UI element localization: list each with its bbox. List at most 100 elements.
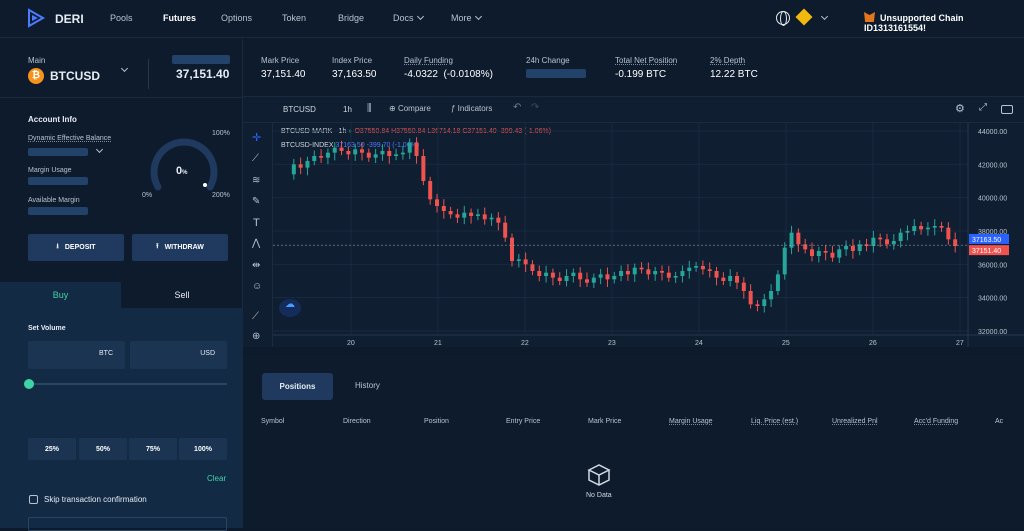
withdraw-label: WITHDRAW xyxy=(164,244,204,251)
candle-body xyxy=(891,241,896,245)
candle-body xyxy=(673,276,678,278)
candle-body xyxy=(789,232,794,248)
chevron-down-icon[interactable] xyxy=(95,145,104,154)
nav-futures[interactable]: Futures xyxy=(163,13,197,23)
nav-bridge[interactable]: Bridge xyxy=(338,13,365,23)
compare-button[interactable]: ⊕ Compare xyxy=(389,104,431,113)
gauge-value: 0% xyxy=(176,165,187,177)
candle-body xyxy=(939,226,944,228)
candle-body xyxy=(394,154,399,156)
candle-body xyxy=(687,267,692,271)
redo-icon[interactable]: ↷ xyxy=(531,102,540,113)
submit-button[interactable] xyxy=(28,517,227,531)
withdraw-button[interactable]: ⭱ WITHDRAW xyxy=(132,234,228,261)
stat-value: -4.0322 (-0.0108%) xyxy=(404,69,493,80)
measure-icon[interactable]: ⟋ xyxy=(252,311,259,322)
x-tick-label: 26 xyxy=(869,340,877,347)
tab-buy[interactable]: Buy xyxy=(0,282,121,308)
account-title: Account Info xyxy=(28,115,77,124)
col-position: Position xyxy=(424,418,449,425)
pct-50-button[interactable]: 50% xyxy=(79,438,127,460)
legend-index-change: -399.70 (-1.06%) xyxy=(366,142,420,149)
candle-body xyxy=(653,271,658,275)
candle-body xyxy=(714,271,719,278)
trend-line-icon[interactable]: ⟋ xyxy=(252,153,259,164)
pct-25-button[interactable]: 25% xyxy=(28,438,76,460)
set-volume-label: Set Volume xyxy=(28,325,66,332)
chevron-down-icon[interactable] xyxy=(820,12,829,21)
candle-body xyxy=(810,249,814,256)
zoom-icon[interactable]: ⊕ xyxy=(252,331,261,342)
brush-icon[interactable]: ✎ xyxy=(252,196,261,207)
pct-75-button[interactable]: 75% xyxy=(129,438,177,460)
usd-volume-input[interactable]: USD xyxy=(130,341,227,369)
deri-logo-icon[interactable] xyxy=(26,8,46,28)
emoji-icon[interactable]: ☺ xyxy=(252,281,263,292)
skip-checkbox[interactable] xyxy=(29,495,38,504)
bnb-icon[interactable] xyxy=(795,8,813,26)
candle-body xyxy=(755,304,760,306)
candle-body xyxy=(707,269,712,271)
candle-body xyxy=(325,152,330,158)
ruler-icon[interactable]: ⇹ xyxy=(252,260,261,271)
tv-logo-icon[interactable]: ☁ xyxy=(279,299,301,317)
market-price: 37,151.40 xyxy=(176,67,230,81)
candle-body xyxy=(591,277,596,283)
market-symbol[interactable]: BTCUSD xyxy=(50,69,100,83)
nav-token[interactable]: Token xyxy=(282,13,307,23)
candle-body xyxy=(544,272,549,276)
candle-body xyxy=(441,206,446,211)
pattern-icon[interactable]: ⋀ xyxy=(252,238,261,249)
candle-body xyxy=(878,237,883,240)
market-stats-bar: Mark Price 37,151.40 Index Price 37,163.50… xyxy=(243,39,1024,97)
chain-warning[interactable]: Unsupported Chain ID1313161554! xyxy=(864,12,1024,33)
y-tick-label: 36000.00 xyxy=(978,262,1007,269)
fullscreen-icon[interactable]: ⤢ xyxy=(979,102,987,113)
candle-body xyxy=(407,142,412,153)
pct-label: 75% xyxy=(145,445,160,453)
candle-type-icon[interactable]: ⫼ xyxy=(367,103,372,114)
settings-gear-icon[interactable]: ⚙ xyxy=(955,103,965,115)
fib-icon[interactable]: ≋ xyxy=(252,175,261,186)
deposit-button[interactable]: ⭳ DEPOSIT xyxy=(28,234,124,261)
tab-history[interactable]: History xyxy=(355,381,380,390)
chart-toolbar: BTCUSD 1h ⫼ ⊕ Compare ƒ Indicators ↶ ↷ ⚙… xyxy=(243,97,1024,123)
candle-body xyxy=(694,266,699,268)
y-tick-label: 32000.00 xyxy=(978,329,1007,336)
y-tick-label: 42000.00 xyxy=(978,162,1007,169)
indicators-button[interactable]: ƒ Indicators xyxy=(451,104,492,113)
candle-body xyxy=(598,274,603,278)
volume-slider-handle[interactable] xyxy=(24,379,34,389)
empty-box-icon xyxy=(587,464,611,486)
nav-docs[interactable]: Docs xyxy=(393,12,424,23)
stat-label: 2% Depth xyxy=(710,56,746,65)
nav-options[interactable]: Options xyxy=(221,13,253,23)
tab-sell[interactable]: Sell xyxy=(121,282,243,308)
divider xyxy=(0,97,243,98)
volume-slider-track[interactable] xyxy=(28,383,227,385)
undo-icon[interactable]: ↶ xyxy=(513,102,522,113)
candle-body xyxy=(346,151,351,155)
pct-100-button[interactable]: 100% xyxy=(179,438,227,460)
candlestick-plot[interactable]: 44000.00 42000.00 40000.00 38000.00 36000.00… xyxy=(273,123,1024,347)
btc-unit: BTC xyxy=(99,350,113,357)
globe-icon[interactable] xyxy=(776,11,790,26)
clear-button[interactable]: Clear xyxy=(207,474,227,483)
chart-symbol[interactable]: BTCUSD xyxy=(283,105,316,114)
chevron-down-icon[interactable] xyxy=(120,64,129,73)
crosshair-icon[interactable]: ✛ xyxy=(252,132,262,144)
text-tool-icon[interactable]: T xyxy=(253,217,260,229)
nav-more[interactable]: More xyxy=(451,12,482,23)
mark-price-tag xyxy=(969,245,1009,256)
nav-pools[interactable]: Pools xyxy=(110,13,133,23)
function-icon: ƒ xyxy=(451,104,458,113)
margin-usage-label: Margin Usage xyxy=(28,167,72,174)
camera-icon[interactable] xyxy=(1001,105,1013,114)
price-chart[interactable]: BTCUSD 1h ⫼ ⊕ Compare ƒ Indicators ↶ ↷ ⚙… xyxy=(243,97,1024,347)
candle-body xyxy=(660,271,664,273)
plus-circle-icon: ⊕ xyxy=(389,104,398,113)
chart-interval[interactable]: 1h xyxy=(343,105,352,114)
tab-positions[interactable]: Positions xyxy=(262,373,333,400)
btc-volume-input[interactable]: BTC xyxy=(28,341,125,369)
candle-body xyxy=(503,222,508,238)
